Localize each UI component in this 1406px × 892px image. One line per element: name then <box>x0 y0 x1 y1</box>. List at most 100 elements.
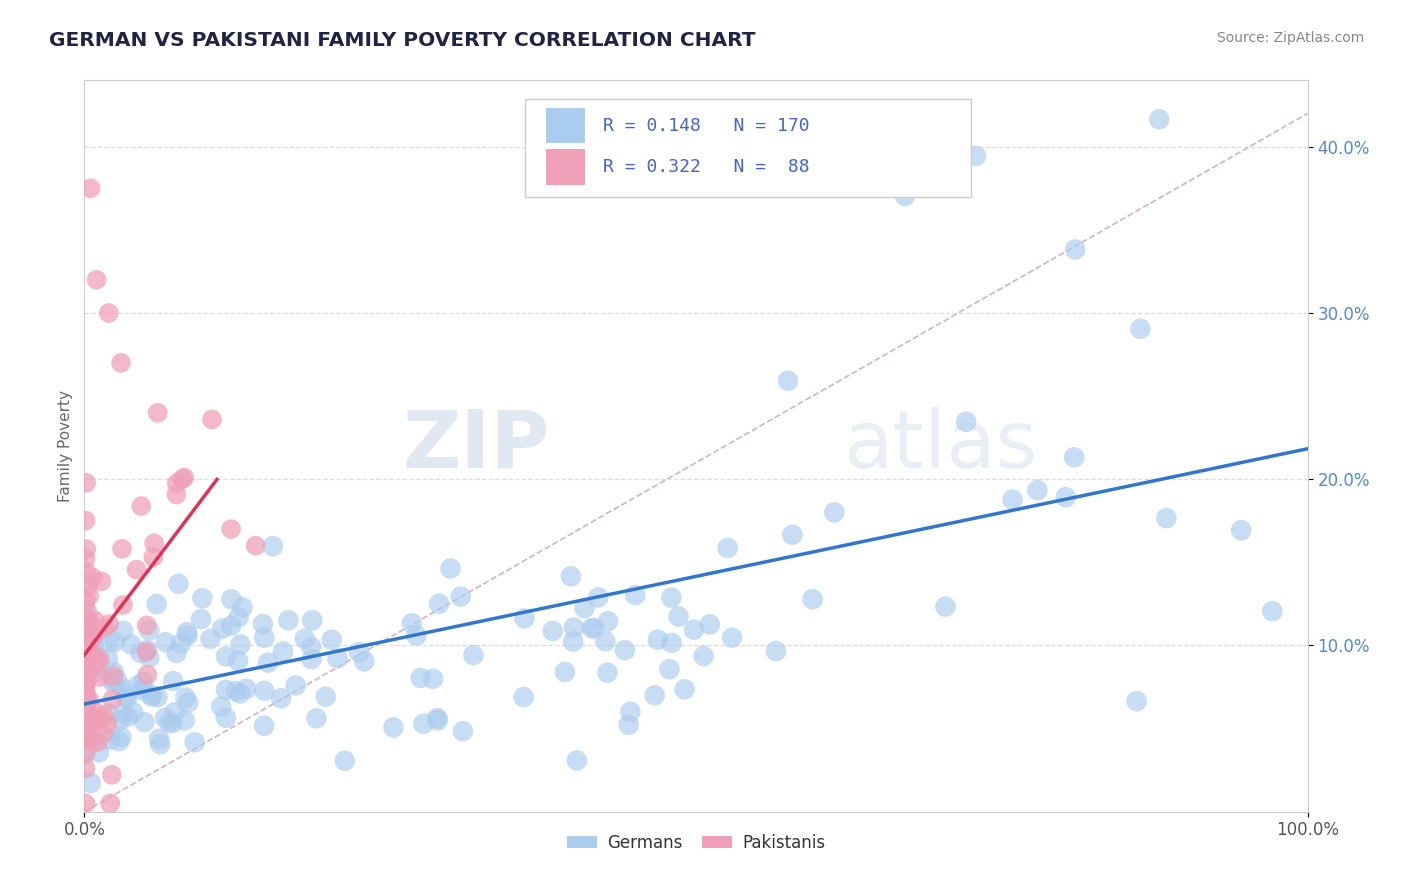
Point <box>138 650 160 665</box>
Point <box>166 476 188 491</box>
Point <box>132 675 155 690</box>
Point <box>219 619 242 633</box>
Text: GERMAN VS PAKISTANI FAMILY POVERTY CORRELATION CHART: GERMAN VS PAKISTANI FAMILY POVERTY CORRE… <box>49 31 755 50</box>
Point <box>75 682 97 697</box>
Point <box>1063 450 1085 465</box>
Point <box>277 613 299 627</box>
Point <box>93 621 115 635</box>
Y-axis label: Family Poverty: Family Poverty <box>58 390 73 502</box>
Point <box>163 706 186 720</box>
Point <box>98 797 121 811</box>
Point <box>581 621 603 635</box>
Point <box>75 698 97 713</box>
Point <box>110 730 132 744</box>
Bar <box>546 149 585 185</box>
Point <box>100 768 122 782</box>
Point <box>76 706 98 721</box>
Point <box>299 640 322 654</box>
Point <box>426 711 449 725</box>
Bar <box>546 108 585 144</box>
Point <box>668 609 690 624</box>
Point <box>409 671 432 685</box>
Point <box>75 665 97 679</box>
Point <box>125 563 148 577</box>
Point <box>77 639 100 653</box>
Point <box>89 652 111 666</box>
Point <box>111 598 134 612</box>
Point <box>513 611 536 625</box>
Point <box>231 600 253 615</box>
Point <box>162 716 184 731</box>
Point <box>162 674 184 689</box>
Point <box>782 528 804 542</box>
Point <box>75 690 97 704</box>
Point <box>75 729 97 743</box>
Point <box>120 637 142 651</box>
Point <box>108 734 131 748</box>
Point <box>83 648 105 662</box>
Point <box>647 632 669 647</box>
Point <box>75 659 97 673</box>
Point <box>294 632 316 646</box>
Point <box>112 624 135 638</box>
Point <box>463 648 485 662</box>
Point <box>301 652 323 666</box>
Point <box>512 690 534 704</box>
Point <box>75 625 97 640</box>
Point <box>76 647 98 661</box>
Point <box>426 714 449 728</box>
Point <box>173 714 195 728</box>
Point <box>98 616 121 631</box>
Point <box>209 699 232 714</box>
Point <box>131 683 153 698</box>
Legend: Germans, Pakistanis: Germans, Pakistanis <box>560 827 832 858</box>
Point <box>619 705 641 719</box>
Point <box>554 665 576 679</box>
Point <box>1125 694 1147 708</box>
Point <box>90 711 112 725</box>
Point <box>321 632 343 647</box>
Point <box>75 699 97 714</box>
Text: atlas: atlas <box>842 407 1038 485</box>
Point <box>801 592 824 607</box>
Point <box>226 654 249 668</box>
Point <box>229 686 252 700</box>
Point <box>82 716 104 731</box>
Point <box>75 694 97 708</box>
Point <box>427 597 450 611</box>
Point <box>142 549 165 564</box>
Point <box>79 630 101 644</box>
Point <box>129 499 152 513</box>
Point <box>76 650 98 665</box>
Point <box>98 706 121 721</box>
Point <box>1054 490 1077 504</box>
Point <box>75 676 97 690</box>
Text: ZIP: ZIP <box>402 407 550 485</box>
Point <box>83 713 105 727</box>
Point <box>721 631 744 645</box>
Point <box>76 606 98 620</box>
Point <box>75 722 97 736</box>
Point <box>1064 243 1087 257</box>
Point <box>117 710 139 724</box>
Point <box>83 657 105 672</box>
Point <box>93 708 115 723</box>
Point <box>333 754 356 768</box>
Point <box>450 590 472 604</box>
Point <box>75 648 97 662</box>
Point <box>79 664 101 678</box>
Point <box>112 706 135 721</box>
Point <box>228 610 250 624</box>
Point <box>176 628 198 642</box>
Point <box>1001 492 1024 507</box>
Point <box>271 644 294 658</box>
Point <box>75 746 97 760</box>
Point <box>82 731 104 746</box>
Point <box>103 665 125 680</box>
Point <box>624 588 647 602</box>
Point <box>83 629 105 643</box>
Point <box>614 643 637 657</box>
Point <box>75 619 97 633</box>
Point <box>100 732 122 747</box>
Point <box>83 704 105 718</box>
